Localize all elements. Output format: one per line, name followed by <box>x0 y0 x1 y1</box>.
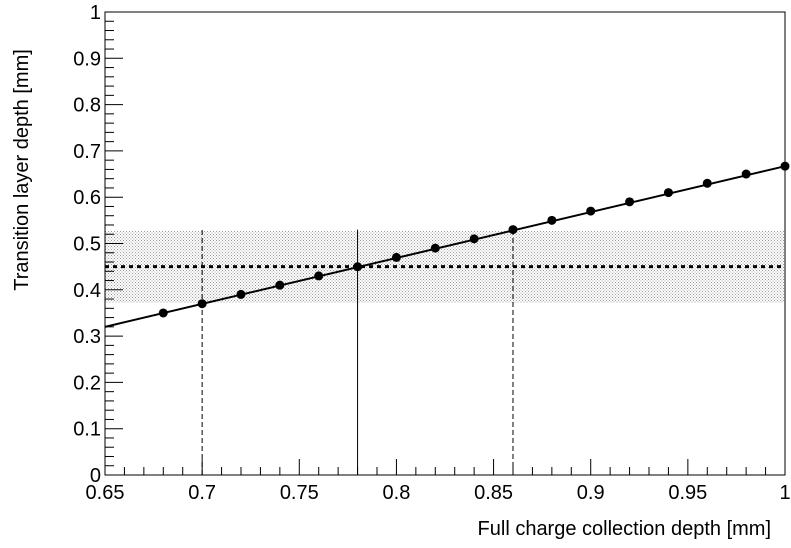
data-point <box>702 178 712 188</box>
x-tick-label: 0.9 <box>577 482 605 504</box>
y-tick-label: 0.6 <box>73 187 101 209</box>
x-tick-label: 0.8 <box>383 482 411 504</box>
data-point <box>547 215 557 225</box>
y-tick-label: 0.4 <box>73 280 101 302</box>
axes: 0.65 0.7 0.75 0.8 0.85 0.9 0.95 1 0 0.1 0.2 0.3 0.4 0… <box>73 2 790 504</box>
data-point <box>469 234 479 244</box>
data-point <box>197 299 207 309</box>
y-tick-label: 0.5 <box>73 234 101 256</box>
y-tick-label: 0.1 <box>73 419 101 441</box>
y-tick-label: 0.9 <box>73 48 101 70</box>
data-point <box>353 262 363 272</box>
data-point <box>508 225 518 235</box>
data-point <box>625 197 635 207</box>
data-point <box>741 169 751 179</box>
y-axis-title: Transition layer depth [mm] <box>11 49 33 291</box>
data-point <box>586 206 596 216</box>
x-tick-label: 1 <box>779 482 790 504</box>
data-point <box>391 252 401 262</box>
y-tick-label: 0.7 <box>73 141 101 163</box>
y-tick-label: 0.3 <box>73 326 101 348</box>
y-tick-label: 0.2 <box>73 372 101 394</box>
data-point <box>430 243 440 253</box>
y-tick-label: 0 <box>90 465 101 487</box>
data-point <box>663 188 673 198</box>
x-tick-label: 0.65 <box>86 482 125 504</box>
x-tick-label: 0.75 <box>280 482 319 504</box>
data-point <box>236 289 246 299</box>
x-tick-label: 0.95 <box>668 482 707 504</box>
data-point <box>275 280 285 290</box>
x-tick-label: 0.85 <box>474 482 513 504</box>
x-axis-title: Full charge collection depth [mm] <box>478 518 771 540</box>
y-tick-label: 0.8 <box>73 95 101 117</box>
data-point <box>158 308 168 318</box>
plot-area <box>104 161 790 475</box>
x-tick-label: 0.7 <box>188 482 216 504</box>
y-tick-label: 1 <box>90 2 101 24</box>
data-point <box>314 271 324 281</box>
